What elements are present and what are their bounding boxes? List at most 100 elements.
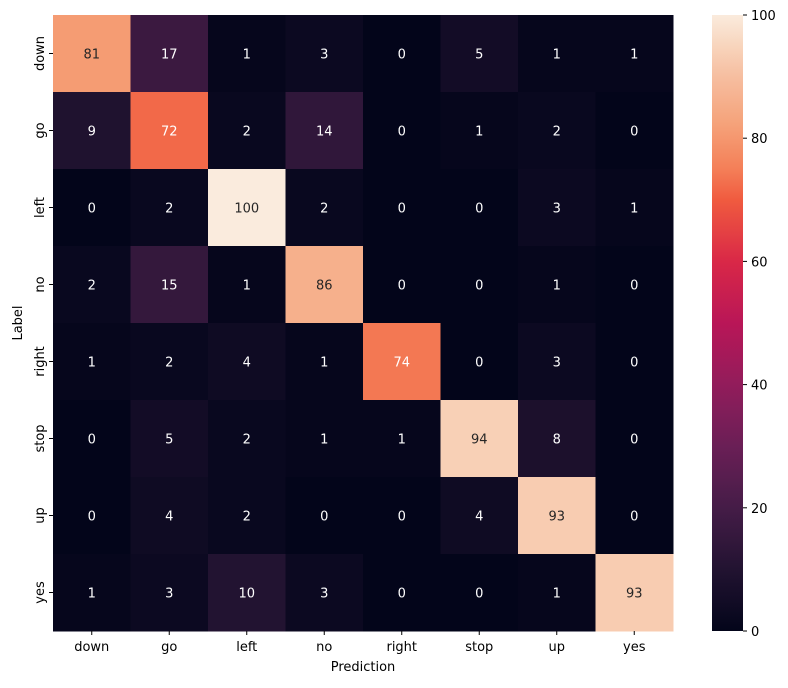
x-tick-label: no: [316, 640, 332, 655]
cell-value-label: 14: [316, 125, 333, 140]
cell-value-label: 8: [553, 433, 561, 448]
heatmap-cell: [208, 246, 286, 324]
heatmap-cell: [595, 92, 674, 170]
x-tick-label: yes: [623, 640, 646, 655]
heatmap-cell: [208, 92, 286, 170]
cell-value-label: 74: [393, 356, 410, 371]
cell-value-label: 3: [320, 587, 328, 602]
x-tick-label: right: [386, 640, 417, 655]
heatmap-cell: [53, 15, 131, 93]
heatmap-cell: [595, 169, 674, 247]
heatmap-cell: [208, 15, 286, 93]
colorbar-tick-label: 40: [751, 379, 768, 394]
cell-value-label: 2: [243, 510, 251, 525]
heatmap-cell: [130, 246, 209, 324]
heatmap-cell: [130, 169, 209, 247]
cell-value-label: 0: [475, 356, 483, 371]
cell-value-label: 1: [88, 356, 96, 371]
cell-value-label: 3: [165, 587, 173, 602]
cell-value-label: 1: [88, 587, 96, 602]
cell-value-label: 0: [630, 510, 638, 525]
heatmap-cell: [595, 15, 674, 93]
colorbar-tick-label: 60: [751, 255, 768, 270]
x-tick-label: left: [236, 640, 257, 655]
cell-value-label: 1: [243, 48, 251, 63]
cell-value-label: 0: [320, 510, 328, 525]
y-tick-label: up: [33, 507, 48, 524]
heatmap-cell: [440, 400, 519, 478]
cell-value-label: 4: [475, 510, 483, 525]
heatmap-cell: [440, 246, 519, 324]
cell-value-label: 9: [88, 125, 96, 140]
heatmap-cell: [595, 554, 674, 632]
colorbar-tick-label: 20: [751, 502, 768, 517]
heatmap-cell: [285, 246, 364, 324]
cell-value-label: 3: [553, 356, 561, 371]
cell-value-label: 17: [161, 48, 178, 63]
cell-value-label: 2: [165, 356, 173, 371]
heatmap-cell: [518, 400, 596, 478]
heatmap-cell: [285, 400, 364, 478]
cell-value-label: 0: [630, 279, 638, 294]
cell-value-label: 94: [471, 433, 488, 448]
colorbar-tick-label: 0: [751, 625, 759, 640]
cell-value-label: 1: [630, 48, 638, 63]
heatmap-cell: [130, 477, 209, 555]
cell-value-label: 0: [630, 433, 638, 448]
cell-value-label: 2: [88, 279, 96, 294]
cell-value-label: 1: [243, 279, 251, 294]
cell-value-label: 0: [398, 125, 406, 140]
cell-value-label: 93: [626, 587, 643, 602]
cell-value-label: 3: [320, 48, 328, 63]
cell-value-label: 15: [161, 279, 178, 294]
y-tick-label: go: [33, 122, 48, 138]
heatmap-cell: [440, 554, 519, 632]
cell-value-label: 1: [553, 587, 561, 602]
heatmap-cell: [440, 169, 519, 247]
heatmap-cell: [53, 400, 131, 478]
cell-value-label: 0: [398, 279, 406, 294]
y-tick-label: down: [33, 36, 48, 71]
heatmap-cell: [130, 15, 209, 93]
heatmap-cell: [595, 246, 674, 324]
colorbar: [712, 15, 743, 631]
y-tick-label: yes: [33, 581, 48, 604]
colorbar-tick-label: 80: [751, 132, 768, 147]
cell-value-label: 1: [320, 433, 328, 448]
heatmap-cell: [208, 400, 286, 478]
cell-value-label: 0: [475, 587, 483, 602]
heatmap-cell: [53, 169, 131, 247]
cell-value-label: 0: [630, 125, 638, 140]
cell-value-label: 1: [475, 125, 483, 140]
heatmap-cell: [363, 477, 441, 555]
cell-value-label: 0: [475, 279, 483, 294]
cell-value-label: 1: [630, 202, 638, 217]
cell-value-label: 86: [316, 279, 333, 294]
cell-value-label: 2: [243, 433, 251, 448]
heatmap-cell: [130, 554, 209, 632]
x-axis-label: Prediction: [331, 660, 396, 675]
cell-value-label: 0: [88, 433, 96, 448]
cell-value-label: 10: [238, 587, 255, 602]
cell-value-label: 1: [320, 356, 328, 371]
heatmap-cell: [285, 554, 364, 632]
colorbar-tick-label: 100: [751, 9, 776, 24]
heatmap-cell: [285, 169, 364, 247]
heatmap-cell: [440, 92, 519, 170]
heatmap-cell: [518, 323, 596, 401]
heatmap-cell: [208, 323, 286, 401]
cell-value-label: 93: [548, 510, 565, 525]
cell-value-label: 0: [630, 356, 638, 371]
heatmap-cell: [285, 323, 364, 401]
x-tick-label: stop: [465, 640, 493, 655]
heatmap-cell: [595, 400, 674, 478]
cell-value-label: 0: [398, 202, 406, 217]
heatmap-cell: [363, 169, 441, 247]
heatmap-cell: [363, 400, 441, 478]
heatmap-cell: [363, 15, 441, 93]
heatmap-cell: [518, 92, 596, 170]
y-tick-label: no: [33, 276, 48, 292]
cell-value-label: 2: [243, 125, 251, 140]
cell-value-label: 2: [320, 202, 328, 217]
